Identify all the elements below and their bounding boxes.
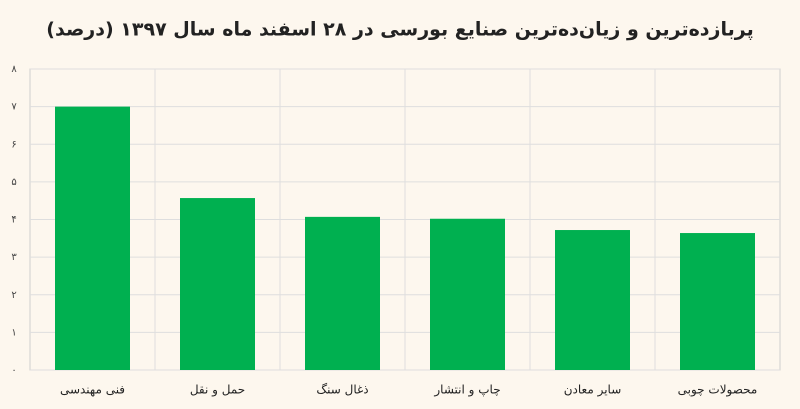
- bar: [55, 106, 130, 370]
- bar: [680, 233, 755, 370]
- y-tick-label: ۰: [11, 365, 16, 376]
- x-tick-label: فنی مهندسی: [60, 383, 125, 397]
- y-tick-label: ۷: [11, 102, 17, 113]
- y-tick-label: ۱: [11, 327, 16, 338]
- bar: [180, 198, 255, 370]
- chart-title: پربازده‌ترین و زیان‌ده‌ترین صنایع بورسی …: [46, 19, 753, 41]
- y-tick-label: ۸: [11, 64, 17, 75]
- bar: [305, 216, 380, 370]
- y-tick-label: ۵: [11, 177, 16, 188]
- y-tick-label: ۳: [11, 252, 17, 263]
- y-tick-label: ۲: [11, 290, 16, 301]
- x-tick-label: محصولات چوبی: [678, 383, 758, 398]
- x-tick-label: چاپ و انتشار: [433, 383, 500, 398]
- x-tick-label: حمل و نقل: [190, 383, 245, 398]
- bar: [430, 218, 505, 370]
- bar: [555, 230, 630, 370]
- y-tick-label: ۴: [11, 215, 16, 226]
- y-tick-label: ۶: [11, 139, 16, 150]
- x-tick-label: ذغال سنگ: [316, 383, 368, 397]
- x-tick-label: سایر معادن: [564, 383, 622, 398]
